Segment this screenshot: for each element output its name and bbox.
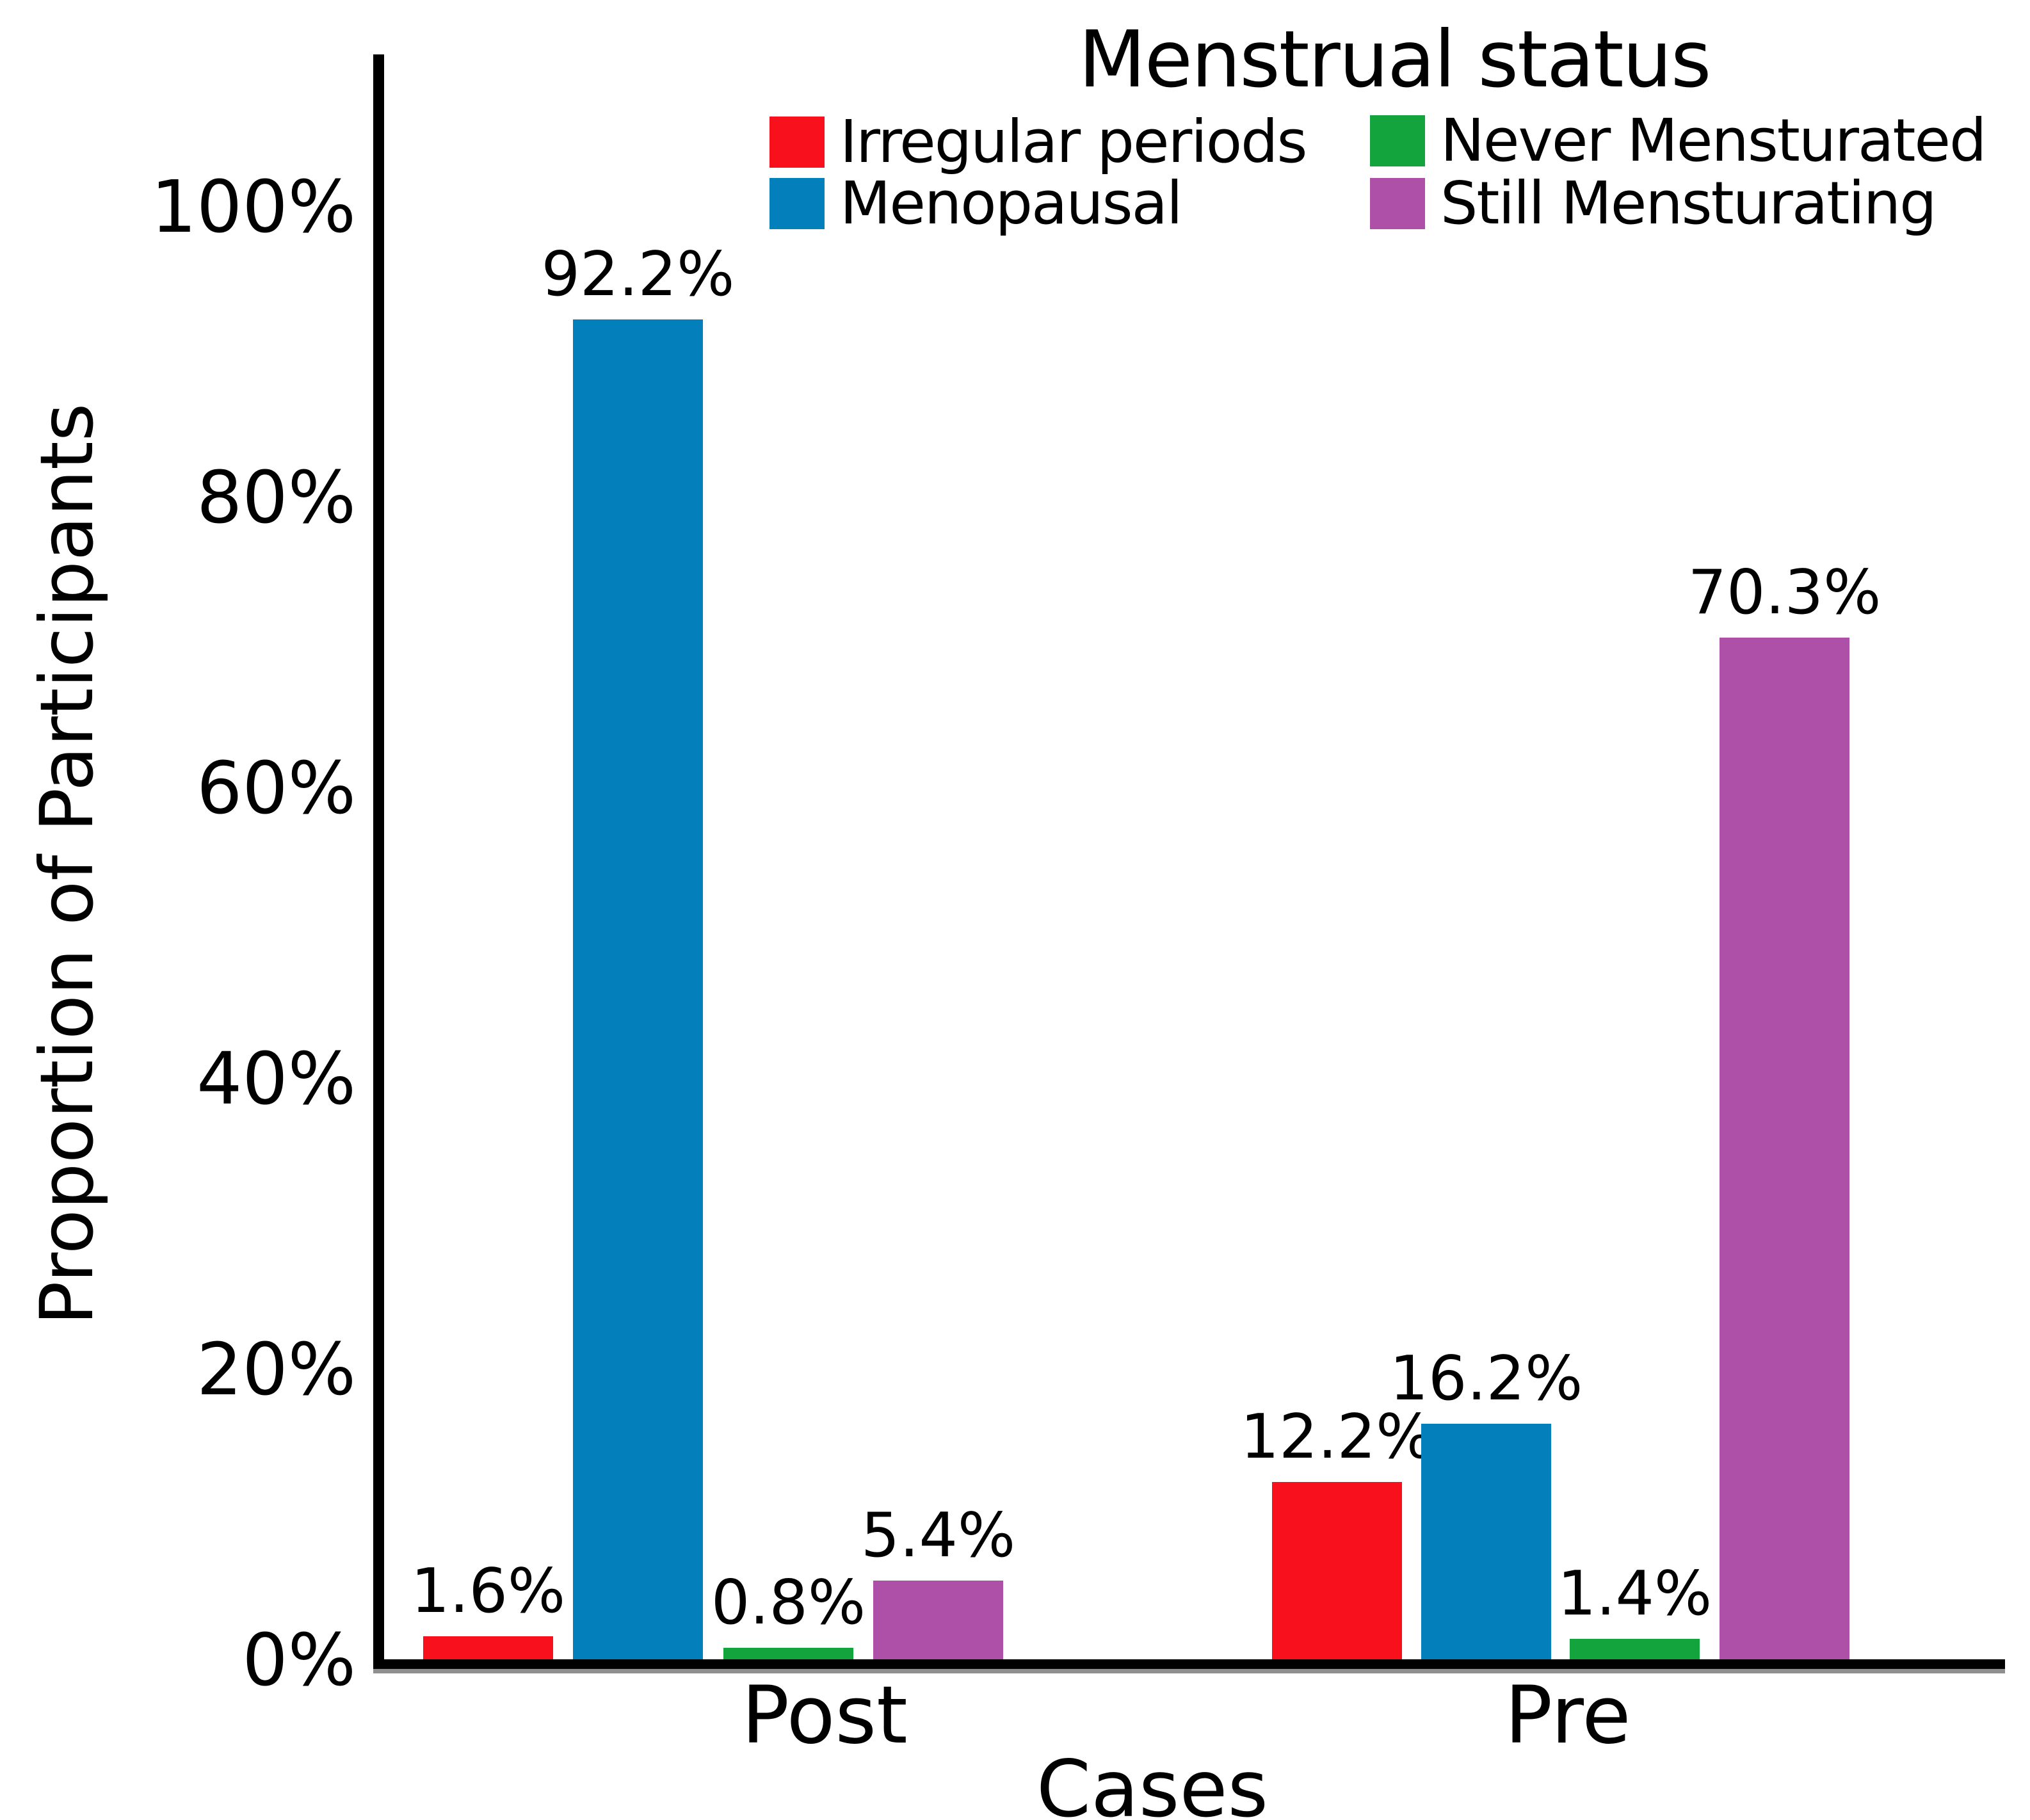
bar-value-label-pre-never-mensturated: 1.4%: [1557, 1559, 1712, 1629]
legend-label: Still Mensturating: [1440, 169, 1937, 238]
y-tick-label-100: 100%: [150, 166, 356, 249]
legend-swatch-irregular-periods-icon: [769, 117, 825, 168]
y-tick-label-20: 20%: [197, 1328, 356, 1412]
bar-value-label-pre-irregular-periods: 12.2%: [1240, 1402, 1434, 1472]
legend-item-irregular-periods: Irregular periods: [769, 109, 1307, 175]
y-axis-title: Proportion of Participants: [24, 403, 109, 1326]
legend-item-menopausal: Menopausal: [769, 170, 1183, 237]
legend-item-never-mensturated: Never Mensturated: [1370, 108, 1986, 174]
bar-value-label-post-still-mensturating: 5.4%: [860, 1501, 1016, 1571]
legend-swatch-never-mensturated-icon: [1370, 115, 1425, 166]
bar-value-label-pre-menopausal: 16.2%: [1389, 1344, 1583, 1414]
bar-pre-menopausal: [1421, 1424, 1551, 1659]
bar-pre-still-mensturating: [1720, 638, 1849, 1659]
bar-value-label-post-menopausal: 92.2%: [541, 239, 735, 310]
bar-value-label-post-irregular-periods: 1.6%: [410, 1556, 566, 1627]
legend-label: Irregular periods: [840, 108, 1307, 176]
bar-post-irregular-periods: [423, 1636, 553, 1659]
legend-title: Menstrual status: [1078, 14, 1712, 105]
bar-value-label-pre-still-mensturating: 70.3%: [1688, 558, 1881, 628]
x-tick-label-post: Post: [741, 1670, 908, 1762]
bar-pre-irregular-periods: [1272, 1482, 1402, 1659]
bar-post-menopausal: [573, 319, 703, 1659]
x-tick-label-pre: Pre: [1504, 1670, 1631, 1762]
bar-value-label-post-never-mensturated: 0.8%: [711, 1568, 866, 1638]
legend-swatch-still-mensturating-icon: [1370, 178, 1425, 229]
y-axis-spine: [373, 54, 384, 1669]
legend-item-still-mensturating: Still Mensturating: [1370, 170, 1937, 237]
x-axis-title: Cases: [1036, 1744, 1269, 1820]
legend-label: Never Mensturated: [1440, 106, 1986, 175]
y-tick-label-60: 60%: [197, 747, 356, 830]
legend-swatch-menopausal-icon: [769, 178, 825, 229]
y-tick-label-80: 80%: [197, 456, 356, 540]
x-axis-spine: [373, 1659, 2005, 1669]
bar-post-still-mensturating: [873, 1581, 1003, 1659]
legend-label: Menopausal: [840, 169, 1183, 238]
x-axis-spine-shadow: [373, 1669, 2005, 1673]
y-tick-label-0: 0%: [242, 1619, 356, 1702]
y-tick-label-40: 40%: [197, 1038, 356, 1121]
bar-post-never-mensturated: [723, 1648, 853, 1659]
bar-pre-never-mensturated: [1570, 1639, 1700, 1659]
